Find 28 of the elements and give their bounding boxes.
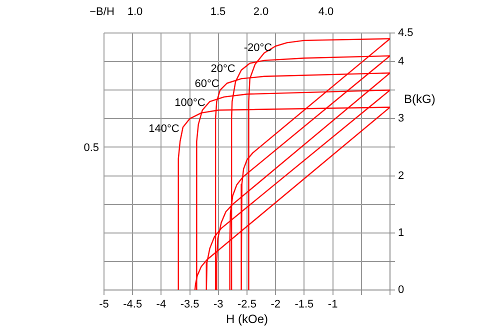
y-tick-label: 2	[398, 170, 404, 182]
x-tick-label: -2.5	[238, 298, 256, 311]
series-label: 20°C	[210, 63, 236, 76]
y-tick-label: 1	[398, 226, 404, 239]
text: 4.0	[318, 6, 334, 18]
x-tick-label: -4	[156, 298, 166, 311]
y-axis-title: B(kG)	[404, 92, 436, 106]
x-tick-label: -1.5	[294, 298, 314, 311]
text: 1.0	[127, 6, 143, 18]
x-tick-label: -4.5	[123, 298, 142, 311]
x-tick-label: -1	[328, 298, 338, 311]
y-tick-label: 4.5	[398, 27, 414, 40]
x-tick-label: -3.5	[180, 298, 200, 311]
text: −B/H	[90, 6, 114, 18]
text: 2.0	[253, 6, 269, 18]
x-tick-label: -2	[270, 298, 280, 311]
series-label: 100°C	[174, 97, 206, 110]
y-tick-label: 3	[398, 112, 404, 125]
y-tick-label: 0	[398, 284, 404, 296]
x-tick-label: -5	[99, 298, 109, 311]
series-label: 140°C	[148, 123, 180, 136]
y-tick-label: 4	[398, 56, 404, 68]
series-label: 60°C	[194, 78, 220, 90]
x-tick-label: -3	[214, 298, 224, 311]
text: 0.5	[84, 142, 99, 154]
x-axis-title: H (kOe)	[226, 312, 268, 326]
series-label: -20°C	[244, 42, 272, 54]
text: 1.5	[210, 6, 226, 18]
